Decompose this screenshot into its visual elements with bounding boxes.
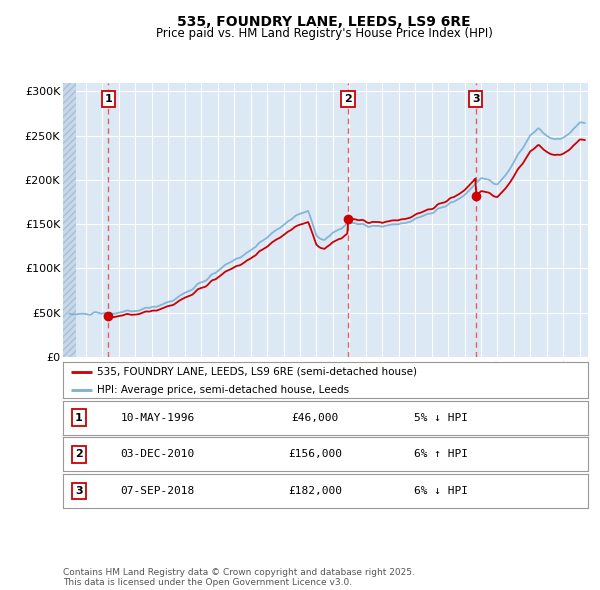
Text: 2: 2 [75, 450, 83, 459]
Text: £156,000: £156,000 [288, 450, 342, 459]
Text: 535, FOUNDRY LANE, LEEDS, LS9 6RE: 535, FOUNDRY LANE, LEEDS, LS9 6RE [177, 15, 471, 29]
Text: 535, FOUNDRY LANE, LEEDS, LS9 6RE (semi-detached house): 535, FOUNDRY LANE, LEEDS, LS9 6RE (semi-… [97, 367, 417, 377]
Text: Price paid vs. HM Land Registry's House Price Index (HPI): Price paid vs. HM Land Registry's House … [155, 27, 493, 40]
Text: 3: 3 [75, 486, 83, 496]
Text: 5% ↓ HPI: 5% ↓ HPI [414, 413, 468, 422]
Text: 2: 2 [344, 94, 352, 104]
Text: 10-MAY-1996: 10-MAY-1996 [121, 413, 194, 422]
Text: 07-SEP-2018: 07-SEP-2018 [121, 486, 194, 496]
Text: 6% ↑ HPI: 6% ↑ HPI [414, 450, 468, 459]
Text: £46,000: £46,000 [292, 413, 338, 422]
Text: 6% ↓ HPI: 6% ↓ HPI [414, 486, 468, 496]
Text: 1: 1 [104, 94, 112, 104]
Text: 03-DEC-2010: 03-DEC-2010 [121, 450, 194, 459]
Text: Contains HM Land Registry data © Crown copyright and database right 2025.
This d: Contains HM Land Registry data © Crown c… [63, 568, 415, 587]
Text: 3: 3 [472, 94, 479, 104]
Text: 1: 1 [75, 413, 83, 422]
Text: HPI: Average price, semi-detached house, Leeds: HPI: Average price, semi-detached house,… [97, 385, 349, 395]
Bar [63, 83, 76, 357]
Text: £182,000: £182,000 [288, 486, 342, 496]
